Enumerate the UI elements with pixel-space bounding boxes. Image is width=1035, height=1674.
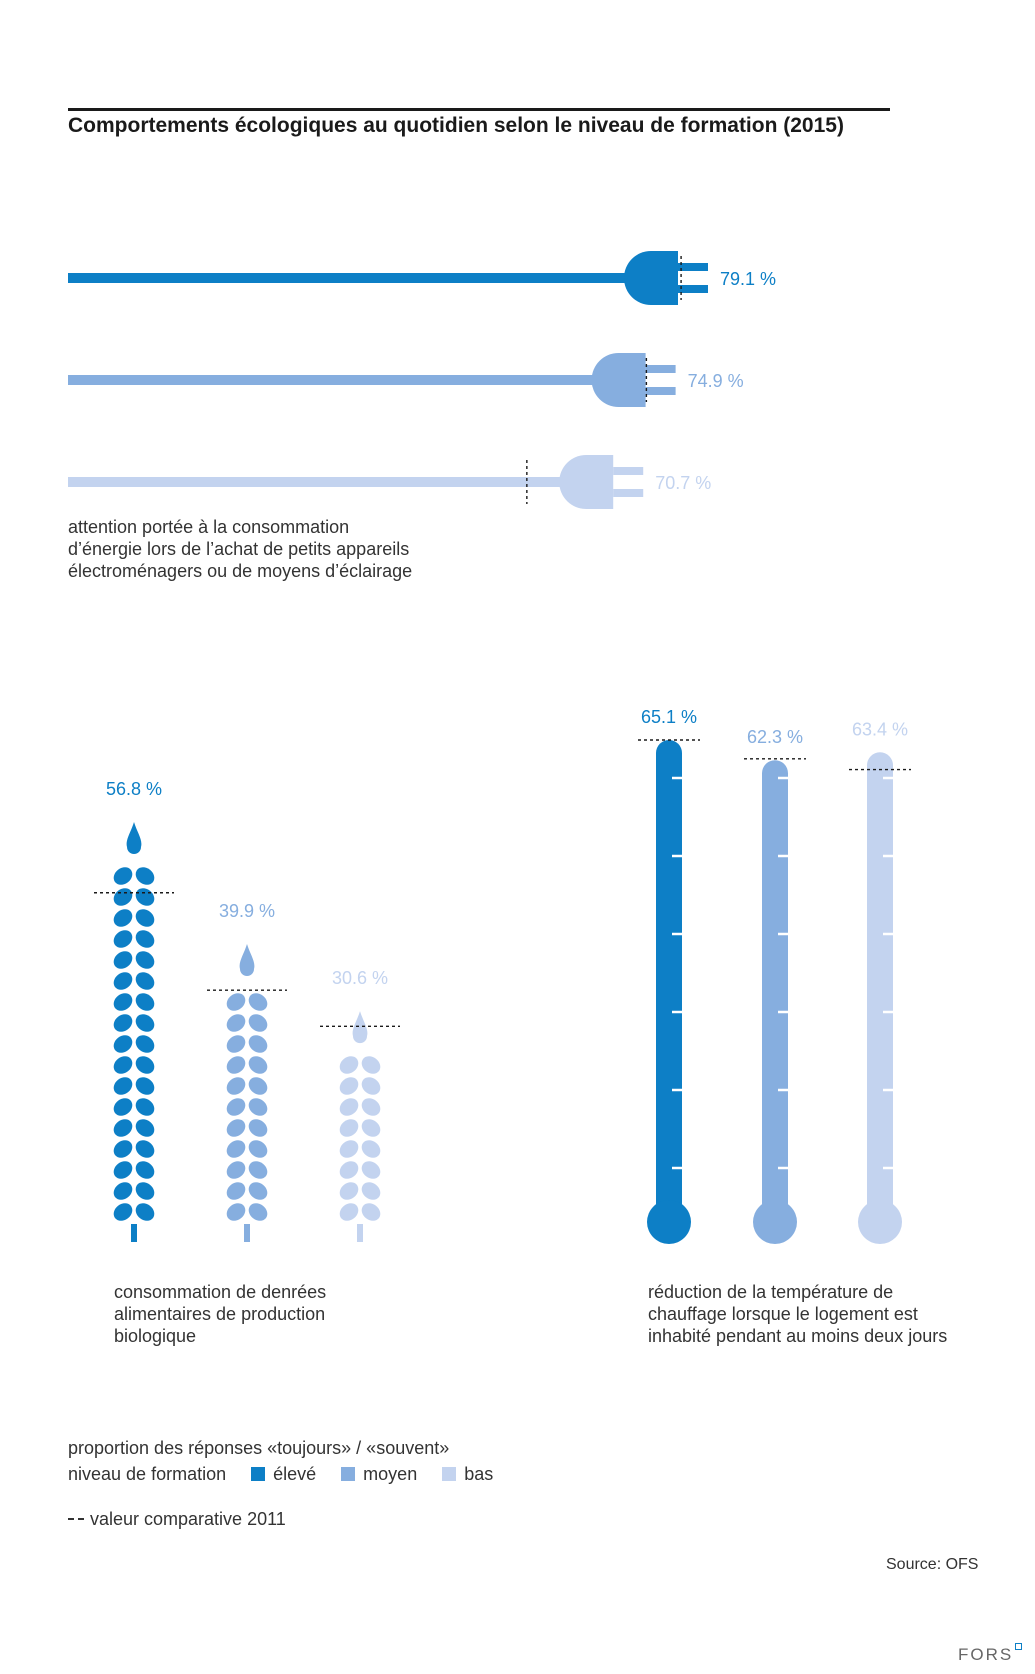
thermometer-bar-2 (858, 752, 902, 1244)
legend-comparison: valeur comparative 2011 (68, 1509, 286, 1530)
plug-chart-label: attention portée à la consommation d’éne… (68, 517, 413, 581)
wheat-value-label-0: 56.8 % (106, 779, 162, 799)
legend-levels: niveau de formation élevé moyen bas (68, 1464, 493, 1485)
legend-measure: proportion des réponses «toujours» / «so… (68, 1438, 450, 1458)
plug-chart: 79.1 % 74.9 % 70.7 % (68, 251, 776, 509)
wheat-bar-0 (113, 822, 155, 1242)
legend-swatch-moyen (341, 1467, 356, 1481)
legend-item-bas: bas (464, 1464, 494, 1484)
chart-canvas: 79.1 % 74.9 % 70.7 % 56.8 % 39.9 % 30.6 % 65… (68, 251, 911, 1244)
legend-comparison-label: valeur comparative 2011 (90, 1509, 286, 1529)
plug-value-label-0: 79.1 % (720, 269, 776, 289)
legend-swatch-eleve (251, 1467, 266, 1481)
fors-logo: FORS (958, 1643, 1023, 1665)
dashed-line-icon (68, 1518, 84, 1520)
legend-level-title: niveau de formation (68, 1464, 227, 1484)
source-note: Source: OFS (886, 1556, 979, 1573)
legend-swatch-bas (442, 1467, 457, 1481)
plug-bar-2 (68, 455, 644, 509)
thermometer-value-label-1: 62.3 % (747, 727, 803, 747)
legend-item-eleve: élevé (273, 1464, 317, 1484)
plug-bar-1 (68, 353, 676, 407)
title-rule (68, 108, 890, 111)
plug-bar-0 (68, 251, 708, 305)
thermometer-value-label-2: 63.4 % (852, 719, 908, 739)
thermometer-bar-1 (753, 760, 797, 1244)
wheat-value-label-1: 39.9 % (219, 901, 275, 921)
legend-item-moyen: moyen (363, 1464, 418, 1484)
chart-title: Comportements écologiques au quotidien s… (68, 114, 844, 137)
thermometer-chart-label: réduction de la température de chauffage… (648, 1282, 948, 1346)
plug-value-label-1: 74.9 % (688, 371, 744, 391)
thermometer-bar-0 (647, 740, 691, 1244)
thermometer-value-label-0: 65.1 % (641, 707, 697, 727)
wheat-chart: 56.8 % 39.9 % 30.6 % (94, 779, 400, 1242)
wheat-bar-2 (339, 1011, 381, 1242)
wheat-chart-label: consommation de denrées alimentaires de … (114, 1282, 327, 1346)
wheat-bar-1 (226, 943, 268, 1242)
wheat-value-label-2: 30.6 % (332, 968, 388, 988)
plug-value-label-2: 70.7 % (655, 473, 711, 493)
thermometer-chart: 65.1 % 62.3 % 63.4 % (638, 707, 911, 1244)
